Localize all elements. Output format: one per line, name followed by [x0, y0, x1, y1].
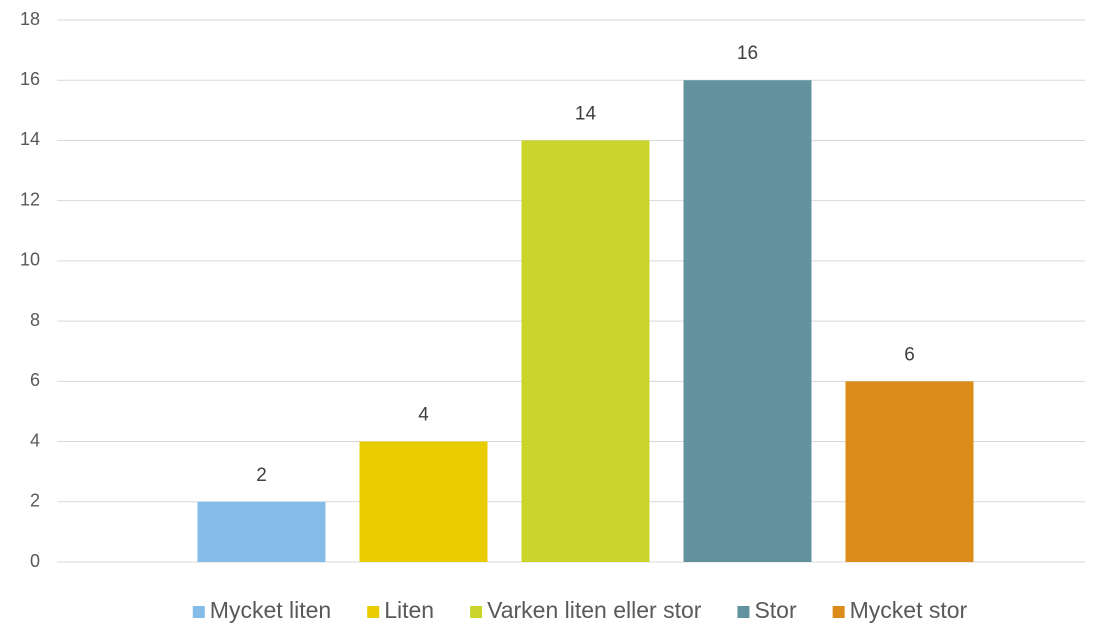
- legend-swatch: [832, 606, 845, 618]
- y-tick-label: 6: [30, 370, 40, 390]
- y-tick-label: 8: [30, 310, 40, 330]
- bar: [683, 80, 812, 562]
- legend: Mycket liten Liten Varken liten eller stor…: [192, 597, 968, 623]
- bar: [197, 501, 326, 562]
- y-tick-label: 10: [20, 250, 40, 270]
- legend-label: Varken liten eller stor: [487, 597, 702, 623]
- bar: [521, 140, 650, 562]
- data-label: 6: [904, 344, 915, 365]
- data-label: 14: [575, 103, 597, 124]
- bar: [845, 381, 974, 562]
- y-tick-label: 4: [30, 430, 40, 450]
- y-tick-label: 2: [30, 491, 40, 511]
- legend-label: Mycket liten: [210, 597, 331, 623]
- legend-swatch: [737, 606, 750, 618]
- y-tick-label: 18: [20, 9, 40, 29]
- legend-swatch: [470, 606, 483, 618]
- data-label: 16: [737, 43, 758, 64]
- legend-swatch: [192, 606, 205, 618]
- legend-label: Mycket stor: [850, 597, 968, 623]
- legend-swatch: [367, 606, 380, 618]
- y-tick-label: 16: [20, 69, 40, 89]
- y-tick-label: 0: [30, 551, 40, 571]
- data-label: 4: [418, 405, 429, 426]
- legend-label: Liten: [384, 597, 434, 623]
- data-label: 2: [256, 465, 267, 486]
- legend-label: Stor: [754, 597, 797, 623]
- y-tick-label: 12: [20, 189, 40, 209]
- bar: [359, 441, 488, 562]
- y-tick-label: 14: [20, 129, 40, 149]
